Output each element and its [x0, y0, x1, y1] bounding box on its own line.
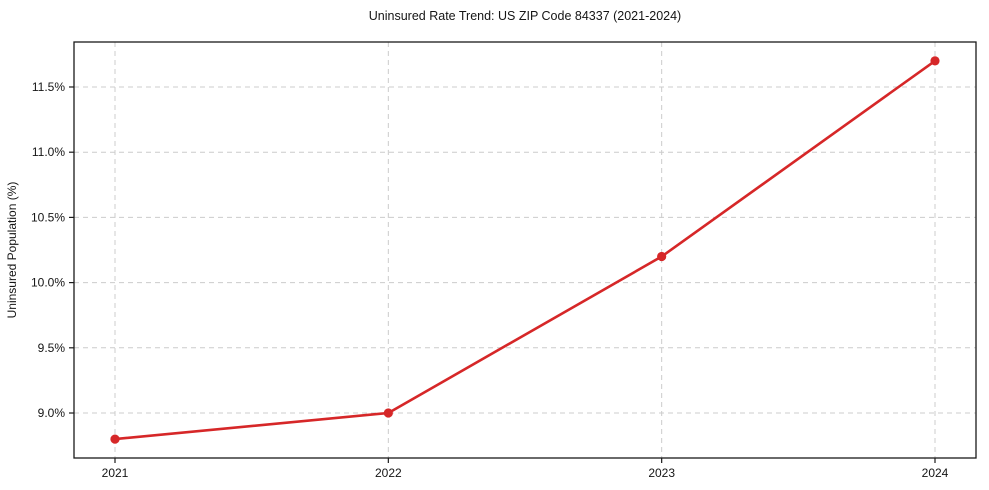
plot-border — [73, 41, 977, 459]
x-tick-label: 2024 — [922, 466, 949, 480]
y-tick-label: 10.0% — [31, 276, 65, 290]
y-tick-label: 9.5% — [38, 341, 66, 355]
chart-title: Uninsured Rate Trend: US ZIP Code 84337 … — [368, 9, 682, 23]
data-point-marker — [383, 408, 393, 418]
data-point-marker — [930, 56, 940, 66]
y-tick-label: 9.0% — [38, 406, 66, 420]
trend-line — [113, 59, 937, 441]
x-tick-label: 2023 — [648, 466, 675, 480]
data-point-marker — [657, 251, 667, 262]
x-tick-label: 2022 — [375, 466, 402, 480]
y-tick-label: 11.5% — [32, 80, 65, 94]
y-tick-label: 11.0% — [32, 145, 65, 159]
data-point-marker — [110, 434, 120, 444]
x-tick-label: 2021 — [102, 466, 129, 480]
y-tick-label: 10.5% — [31, 210, 65, 224]
